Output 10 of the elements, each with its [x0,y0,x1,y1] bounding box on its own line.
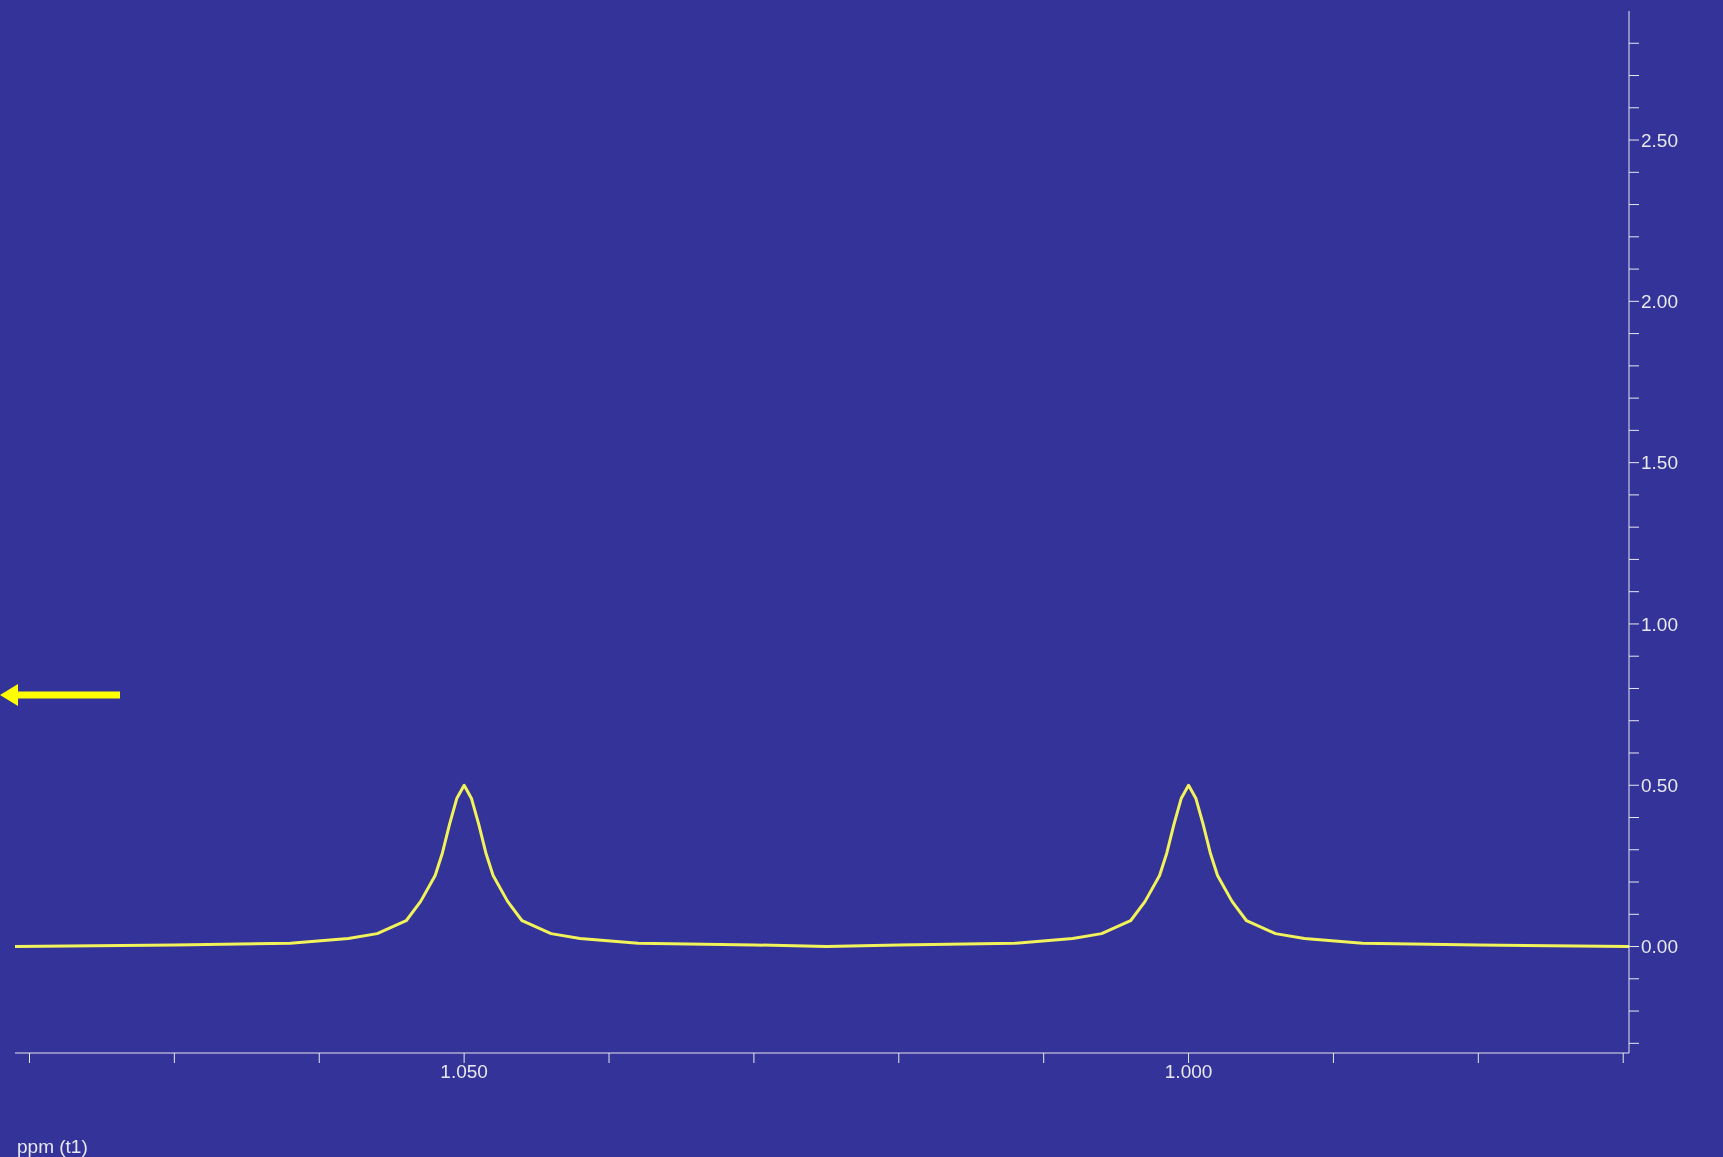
x-tick-label: 1.000 [1164,1061,1213,1083]
line-series [15,783,1629,949]
y-tick-label: 0.50 [1641,774,1678,796]
x-axis-title: ppm (t1) [17,1136,88,1157]
y-tick-label: 2.00 [1641,291,1678,313]
y-tick-label: 2.50 [1641,129,1678,151]
x-tick-label: 1.050 [440,1061,488,1083]
y-tick-label: 1.50 [1641,452,1678,474]
y-tick-label: 1.00 [1641,613,1678,635]
y-tick-label: 0.00 [1641,936,1678,958]
